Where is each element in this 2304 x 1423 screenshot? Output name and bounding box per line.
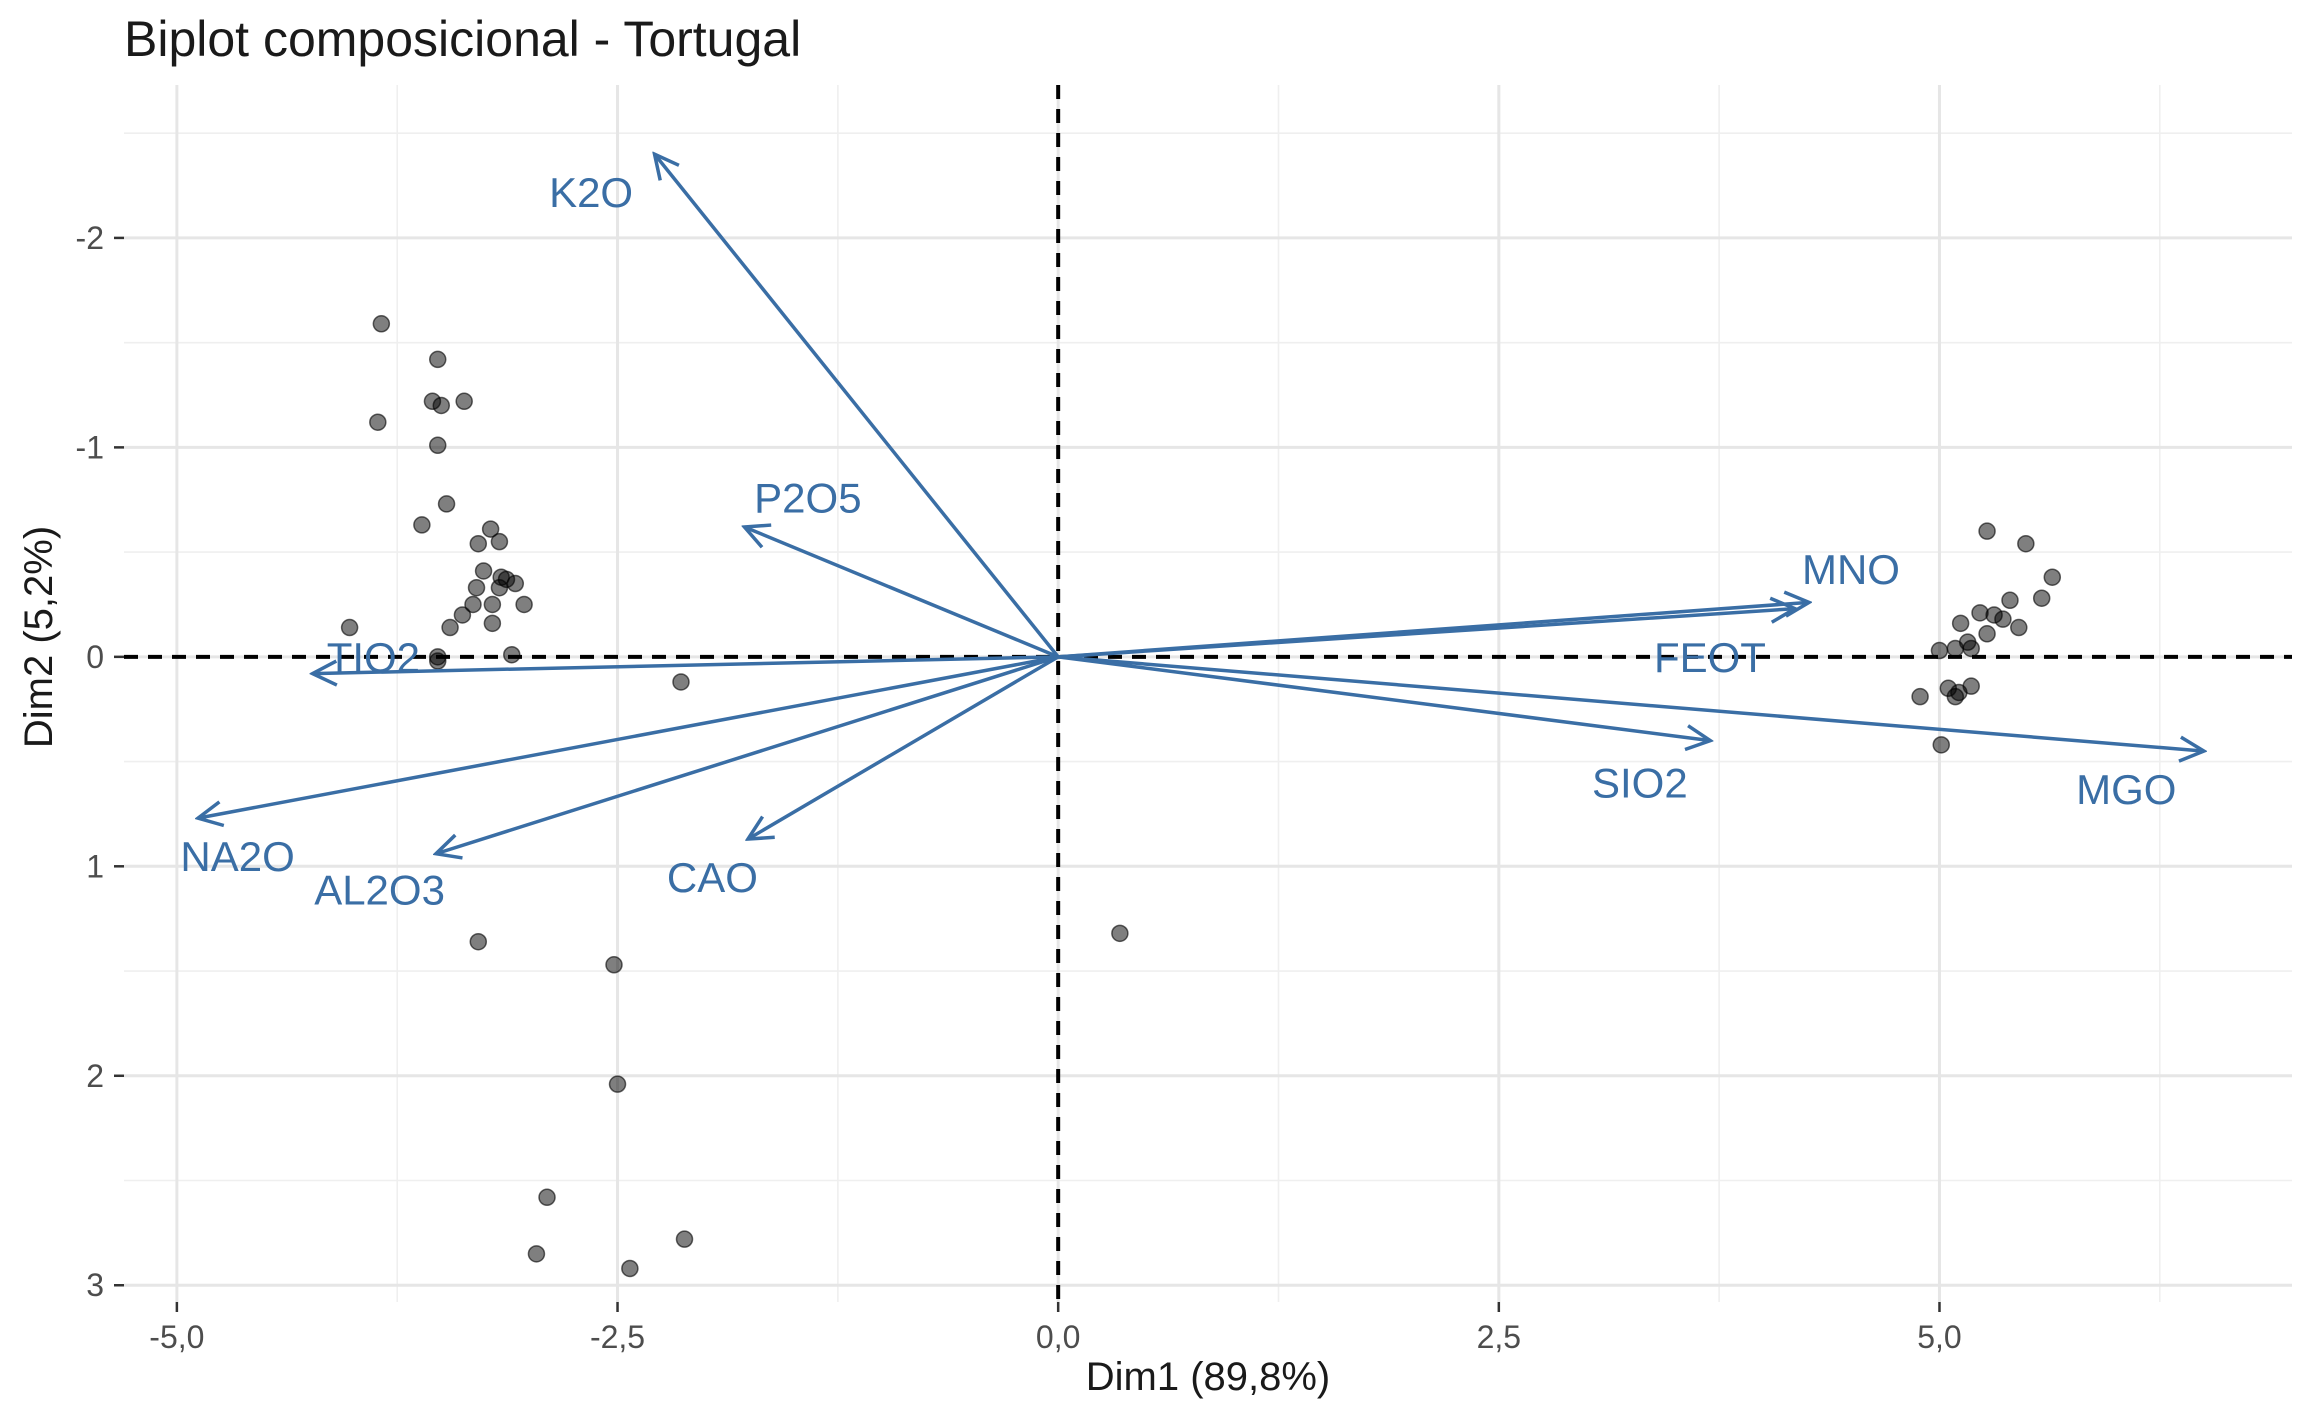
data-point [469, 932, 488, 951]
loading-arrow [198, 655, 1059, 818]
data-point [1971, 604, 1989, 622]
data-point [437, 495, 456, 513]
data-point [1978, 625, 1996, 643]
data-point [469, 534, 488, 553]
x-tick-label: -5,0 [149, 1319, 204, 1355]
loading-arrow [744, 527, 1059, 659]
data-point [428, 350, 447, 369]
loading-label: MGO [2076, 766, 2176, 813]
data-point [608, 1075, 627, 1093]
loading-arrow [1058, 655, 2204, 751]
data-point [1930, 641, 1949, 660]
x-axis-title: Dim1 (89,8%) [1086, 1355, 1331, 1399]
data-point [490, 532, 509, 551]
data-point [2032, 589, 2051, 607]
data-point [428, 652, 447, 670]
y-axis-title: Dim2 (5,2%) [17, 526, 61, 748]
data-point [372, 315, 391, 333]
data-point [1946, 639, 1965, 658]
data-point [1946, 687, 1965, 706]
data-point [453, 606, 472, 624]
chart-title: Biplot composicional - Tortugal [124, 11, 801, 67]
data-point [1932, 736, 1950, 754]
data-point [503, 645, 521, 664]
observation-points [340, 315, 2062, 1278]
data-point [1111, 924, 1129, 943]
data-point [2001, 591, 2019, 610]
x-tick-label: 0,0 [1036, 1319, 1080, 1355]
data-point [2017, 534, 2035, 553]
data-point [621, 1259, 639, 1278]
reference-lines [124, 85, 2292, 1302]
loading-label: SIO2 [1592, 760, 1688, 807]
data-point [464, 595, 482, 614]
data-point [441, 618, 459, 637]
loading-label: MNO [1802, 546, 1900, 593]
data-point [483, 595, 502, 614]
y-tick-label: 0 [86, 639, 104, 675]
data-point [369, 413, 387, 431]
y-tick-label: 1 [86, 848, 104, 884]
data-point [538, 1188, 556, 1207]
data-point [506, 574, 525, 593]
data-point [455, 392, 473, 411]
data-point [428, 436, 447, 455]
loading-arrows [198, 154, 2204, 854]
data-point [675, 1230, 694, 1248]
data-point [1911, 687, 1929, 706]
loading-label: AL2O3 [314, 866, 445, 913]
x-tick-label: -2,5 [590, 1319, 645, 1355]
loading-label: NA2O [180, 833, 294, 880]
data-point [481, 520, 500, 538]
data-point [474, 562, 493, 580]
data-point [515, 595, 533, 614]
loading-label: P2O5 [754, 475, 861, 522]
loading-label: TIO2 [327, 634, 420, 681]
loading-arrow [1058, 609, 1795, 659]
x-tick-label: 5,0 [1917, 1319, 1961, 1355]
y-tick-label: 3 [86, 1267, 104, 1303]
y-tick-label: -2 [76, 220, 104, 256]
loading-label: K2O [549, 169, 633, 216]
data-point [1978, 522, 1996, 540]
y-tick-label: -1 [76, 429, 104, 465]
x-tick-label: 2,5 [1477, 1319, 1521, 1355]
loading-labels: K2O P2O5 TIO2 NA2O AL2O3 CAO MNO FEOT SIO2 MGO [180, 169, 2176, 914]
loading-label: CAO [667, 854, 758, 901]
y-tick-label: 2 [86, 1058, 104, 1094]
axis-ticks: -5,0 -2,5 0,0 2,5 5,0 -2 -1 0 1 2 3 [76, 220, 1962, 1355]
loading-arrow [313, 655, 1059, 674]
loading-arrow [436, 655, 1059, 854]
loading-arrow [655, 154, 1060, 658]
data-point [2010, 618, 2028, 637]
data-point [483, 614, 502, 633]
data-point [1951, 614, 1970, 633]
data-point [2043, 568, 2062, 586]
data-point [340, 618, 359, 637]
data-point [467, 578, 486, 597]
data-point [527, 1245, 546, 1263]
data-point [490, 578, 509, 597]
data-point [672, 673, 690, 691]
data-point [413, 516, 431, 534]
loading-arrow [748, 655, 1060, 839]
loading-label: FEOT [1654, 634, 1766, 681]
data-point [605, 956, 623, 974]
loading-arrow [1057, 655, 1710, 741]
data-point [432, 396, 451, 415]
data-point [1994, 610, 2012, 628]
data-point [1962, 639, 1980, 658]
